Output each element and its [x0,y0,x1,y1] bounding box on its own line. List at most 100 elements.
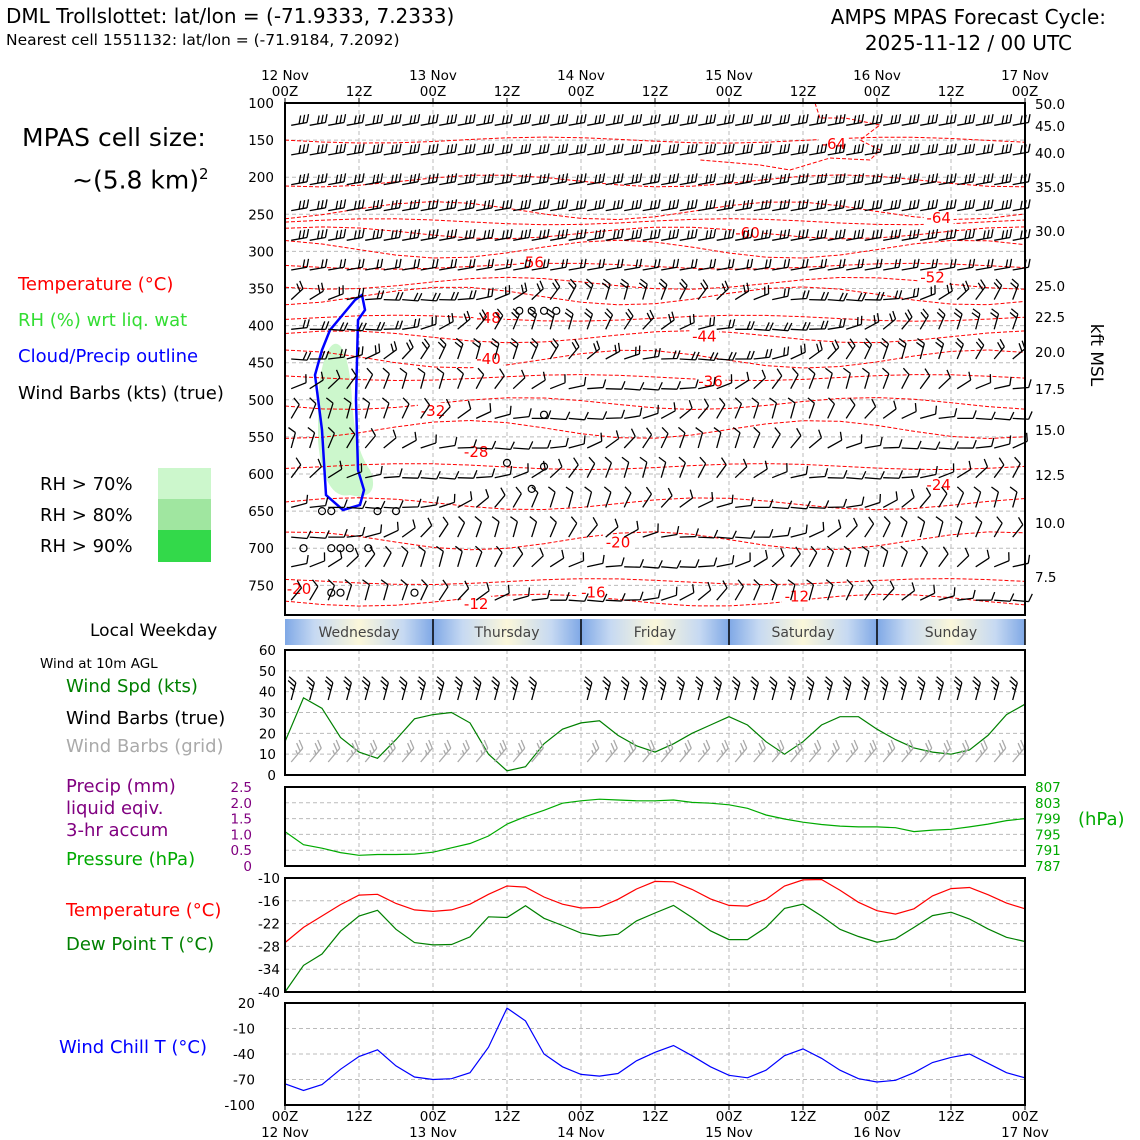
y-tick-label-kft: 45.0 [1035,119,1065,135]
y-tick-label-wind: 0 [267,768,276,784]
wind-barb [402,470,423,479]
temperature-panel-frame [284,877,1026,993]
wind-barb [735,229,754,241]
wind-barb-grid [494,739,507,763]
calm-wind-circle [327,544,336,553]
y-tick-label-wind: 50 [259,664,276,680]
y-tick-label-kft: 40.0 [1035,146,1065,162]
top-hour-label: 00Z [1012,84,1038,100]
wind-barb-true [879,676,889,701]
wind-barb [753,426,761,449]
wind-barb [920,173,939,186]
wind-barb [402,114,421,126]
bottom-hour-label: 00Z [272,1109,298,1125]
windchill-line [284,1007,1026,1092]
wind-barb [327,369,341,390]
wind-barb [808,545,818,568]
wind-barb [512,546,524,568]
wind-barb [383,173,402,186]
wind-barb [679,229,698,241]
wind-barb [845,338,856,360]
wind-barb [808,429,823,449]
wind-barb-true [935,676,944,701]
wind-barb [864,516,875,538]
wind-barb [401,545,409,568]
wind-barb [753,579,761,601]
wind-barb [587,258,606,271]
wind-barb [291,143,310,156]
chart-subtitle: Nearest cell 1551132: lat/lon = (-71.918… [6,31,400,49]
wind-barb [402,229,421,241]
wind-barb [513,408,532,420]
wind-barb [975,173,994,186]
wind-barb [494,584,510,601]
wind-barb [991,486,1000,508]
bottom-hour-label: 12Z [642,1109,668,1125]
wind-barb [457,173,476,186]
wind-barb [605,199,624,212]
wind-barb [957,589,976,601]
wind-barb [586,432,603,449]
wind-barb [383,500,404,509]
wind-barb [901,489,915,508]
wind-barb [787,397,796,419]
wind-barb [513,199,532,212]
wind-barb [938,441,959,450]
wind-barb-grid [790,739,803,763]
wind-barb [772,229,791,241]
wind-barb [457,114,476,126]
wind-barb [863,337,873,360]
wind-barb [290,457,302,479]
wind-barb [624,381,645,391]
wind-barb [698,229,717,241]
wind-barb [549,458,563,479]
wind-barb [291,351,312,361]
wind-barb [457,143,476,156]
bottom-date-label: 12 Nov [261,1125,309,1140]
wind-barb-true [676,676,685,701]
wind-header-label: Wind at 10m AGL [40,656,158,672]
wind-barb [494,258,513,271]
wind-barb [568,114,587,126]
wind-barb [623,428,636,449]
wind-barb [568,593,589,602]
wind-barb [400,579,409,601]
temperature-label-bg [923,477,954,495]
wind-barb [510,516,518,538]
wind-barb [587,411,608,420]
bottom-date-label: 16 Nov [853,1125,901,1140]
wind-barb [381,397,390,419]
temperature-label-bg [781,588,812,606]
wind-barb [975,549,990,568]
wind-barb [938,463,955,479]
wind-barb [1012,173,1031,186]
wind-barb [346,322,367,332]
wind-barb [365,173,384,186]
wind-barb [383,229,402,241]
calm-wind-circle [391,507,401,516]
wind-barb [291,173,310,186]
wind-barb [383,521,399,538]
wind-barb [549,549,565,568]
top-date-label: 15 Nov [705,68,753,84]
wind-barb [790,143,809,156]
wind-barb [864,579,874,601]
weekday-segment [581,619,729,645]
wind-barb [309,350,330,360]
wind-barb [420,229,439,241]
temperature-contour-label: -52 [920,268,945,286]
wind-barb [1012,379,1032,390]
temperature-contour [284,374,1026,382]
wind-barb [955,337,964,360]
wind-barb [661,381,682,390]
wind-barb [1012,516,1024,538]
wind-barb [919,545,929,568]
wind-barb [438,398,451,419]
wind-barb [735,497,754,509]
wind-barb [772,526,791,538]
wind-barb [309,497,329,509]
top-hour-label: 00Z [716,84,742,100]
y-tick-label-windchill: 20 [238,996,255,1012]
wind-barb [994,229,1013,241]
y-tick-label-pressure: 100 [248,96,274,112]
